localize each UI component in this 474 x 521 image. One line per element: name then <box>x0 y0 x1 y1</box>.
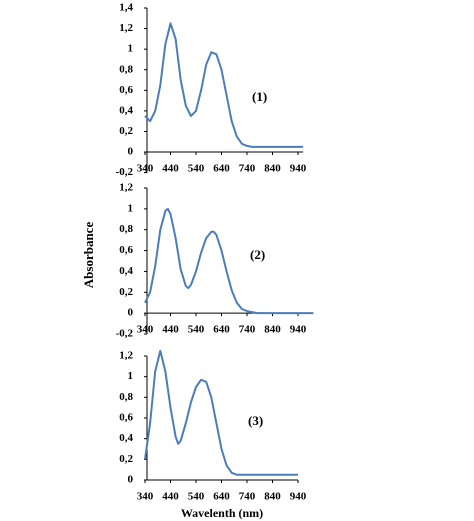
x-tick-label: 740 <box>239 491 256 503</box>
y-tick-label: 1,2 <box>119 182 133 194</box>
x-tick-label: 640 <box>213 324 230 336</box>
y-tick-label: -0,2 <box>116 166 134 178</box>
y-tick-label: 0,4 <box>119 432 133 444</box>
x-tick-label: 340 <box>137 491 154 503</box>
x-tick-label: 540 <box>188 491 205 503</box>
y-tick-label: 0 <box>128 146 134 158</box>
y-axis-label: Absorbance <box>81 222 96 289</box>
y-tick-label: 0,8 <box>119 223 133 235</box>
y-tick-label: 1 <box>128 202 134 214</box>
x-tick-label: 640 <box>213 163 230 175</box>
y-tick-label: 1,2 <box>119 350 133 362</box>
x-tick-label: 540 <box>188 324 205 336</box>
x-tick-label: 740 <box>239 324 256 336</box>
y-tick-label: 1 <box>128 43 134 55</box>
x-tick-label: 340 <box>137 324 154 336</box>
panel-annotation: (2) <box>250 247 265 262</box>
y-tick-label: 0 <box>128 474 134 486</box>
y-tick-label: 1,2 <box>119 22 133 34</box>
x-tick-label: 440 <box>162 324 179 336</box>
y-tick-label: 0,4 <box>119 265 133 277</box>
y-tick-label: 0,4 <box>119 104 133 116</box>
y-tick-label: 1,4 <box>119 2 133 14</box>
x-axis-label: Wavelenth (nm) <box>181 506 263 520</box>
x-tick-label: 840 <box>264 163 281 175</box>
y-tick-label: 0,6 <box>119 412 133 424</box>
y-tick-label: 0,6 <box>119 244 133 256</box>
y-tick-label: 0,6 <box>119 84 133 96</box>
x-tick-label: 640 <box>213 491 230 503</box>
x-tick-label: 540 <box>188 163 205 175</box>
y-tick-label: 0,8 <box>119 63 133 75</box>
x-tick-label: 940 <box>290 324 307 336</box>
x-tick-label: 340 <box>137 163 154 175</box>
y-tick-label: 0,8 <box>119 391 133 403</box>
x-tick-label: 940 <box>290 491 307 503</box>
x-tick-label: 840 <box>264 491 281 503</box>
spectrum-line <box>144 207 314 315</box>
spectrum-line <box>144 349 298 476</box>
y-tick-label: -0,2 <box>116 328 134 340</box>
x-tick-label: 740 <box>239 163 256 175</box>
x-tick-label: 440 <box>162 163 179 175</box>
x-tick-label: 440 <box>162 491 179 503</box>
panel-annotation: (1) <box>252 89 267 104</box>
y-tick-label: 1 <box>128 370 134 382</box>
panel-annotation: (3) <box>248 413 263 428</box>
y-tick-label: 0,2 <box>119 125 133 137</box>
y-tick-label: 0,2 <box>119 453 133 465</box>
spectrum-line <box>144 22 304 148</box>
x-tick-label: 940 <box>290 163 307 175</box>
y-tick-label: 0,2 <box>119 286 133 298</box>
x-tick-label: 840 <box>264 324 281 336</box>
y-tick-label: 0 <box>128 307 134 319</box>
